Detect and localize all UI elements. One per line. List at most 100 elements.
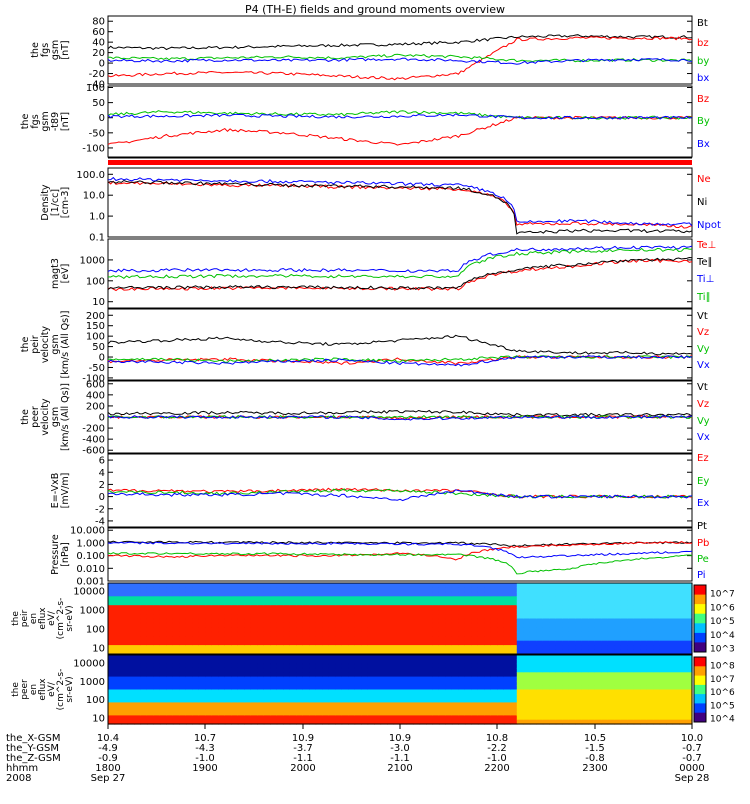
spectrogram-cell [588, 605, 596, 611]
spectrogram-cell [601, 587, 609, 593]
spectrogram-cell [529, 636, 537, 642]
spectrogram-cell [438, 622, 446, 628]
spectrogram-cell [198, 631, 206, 637]
spectrogram-cell [640, 689, 648, 695]
spectrogram-cell [121, 719, 129, 725]
spectrogram-cell [659, 680, 667, 686]
spectrogram-cell [296, 591, 304, 597]
spectrogram-cell [588, 702, 596, 708]
spectrogram-cell [601, 618, 609, 624]
spectrogram-cell [335, 685, 343, 691]
spectrogram-cell [568, 640, 576, 646]
spectrogram-cell [361, 627, 369, 633]
spectrogram-cell [555, 711, 563, 716]
spectrogram-cell [127, 583, 135, 588]
legend-entry: Vz [697, 327, 709, 338]
spectrogram-cell [653, 614, 661, 620]
spectrogram-cell [387, 672, 395, 678]
spectrogram-cell [127, 622, 135, 628]
legend-entry: Pt [697, 521, 707, 532]
spectrogram-cell [263, 636, 271, 642]
spectrogram-cell [666, 591, 674, 597]
spectrogram-cell [523, 715, 531, 721]
spectrogram-cell [679, 706, 687, 712]
spectrogram-cell [464, 587, 472, 593]
spectrogram-cell [451, 587, 459, 593]
spectrogram-cell [283, 591, 291, 597]
spectrogram-cell [211, 587, 219, 593]
spectrogram-cell [237, 663, 245, 669]
spectrogram-cell [640, 680, 648, 686]
spectrogram-cell [231, 655, 239, 660]
y-axis-label: the [20, 114, 31, 130]
spectrogram-cell [555, 663, 563, 669]
x-tick-label: -1.0 [487, 753, 507, 764]
spectrogram-cell [140, 693, 148, 699]
spectrogram-cell [276, 583, 284, 588]
spectrogram-cell [477, 663, 485, 669]
spectrogram-cell [601, 719, 609, 725]
spectrogram-cell [250, 596, 258, 602]
spectrogram-cell [114, 698, 122, 703]
spectrogram-cell [477, 667, 485, 673]
spectrogram-cell [302, 672, 310, 678]
spectrogram-cell [322, 583, 330, 588]
spectrogram-cell [490, 591, 498, 597]
spectrogram-cell [413, 693, 421, 699]
spectrogram-cell [445, 587, 453, 593]
spectrogram-cell [283, 711, 291, 716]
spectrogram-cell [627, 698, 635, 703]
spectrogram-cell [400, 672, 408, 678]
spectrogram-cell [257, 614, 265, 620]
spectrogram-cell [419, 667, 427, 673]
spectrogram-cell [263, 659, 271, 665]
spectrogram-cell [497, 689, 505, 695]
spectrogram-cell [633, 627, 641, 633]
spectrogram-cell [341, 591, 349, 597]
spectrogram-cell [198, 702, 206, 708]
spectrogram-cell [653, 618, 661, 624]
spectrogram-cell [445, 649, 453, 655]
spectrogram-cell [134, 587, 142, 593]
spectrogram-cell [237, 640, 245, 646]
spectrogram-cell [464, 618, 472, 624]
spectrogram-cell [172, 649, 180, 655]
spectrogram-cell [121, 627, 129, 633]
spectrogram-cell [205, 680, 213, 686]
spectrogram-cell [438, 672, 446, 678]
spectrogram-cell [354, 706, 362, 712]
spectrogram-cell [594, 618, 602, 624]
spectrogram-cell [134, 645, 142, 651]
spectrogram-cell [497, 676, 505, 682]
spectrogram-cell [166, 715, 174, 721]
spectrogram-cell [302, 605, 310, 611]
spectrogram-cell [309, 605, 317, 611]
spectrogram-cell [296, 672, 304, 678]
spectrogram-cell [646, 627, 654, 633]
spectrogram-cell [432, 698, 440, 703]
spectrogram-cell [659, 649, 667, 655]
spectrogram-cell [224, 702, 232, 708]
y-tick-label: 0.010 [76, 564, 105, 575]
spectrogram-cell [387, 655, 395, 660]
spectrogram-cell [315, 663, 323, 669]
spectrogram-cell [166, 609, 174, 615]
spectrogram-cell [672, 649, 680, 655]
spectrogram-cell [653, 605, 661, 611]
spectrogram-cell [205, 711, 213, 716]
spectrogram-cell [218, 596, 226, 602]
spectrogram-cell [477, 719, 485, 725]
spectrogram-cell [185, 631, 193, 637]
spectrogram-cell [224, 689, 232, 695]
spectrogram-cell [250, 702, 258, 708]
spectrogram-cell [127, 719, 135, 725]
spectrogram-cell [516, 605, 524, 611]
spectrogram-cell [413, 596, 421, 602]
spectrogram-cell [555, 693, 563, 699]
spectrogram-cell [341, 640, 349, 646]
spectrogram-cell [555, 596, 563, 602]
spectrogram-cell [270, 672, 278, 678]
spectrogram-cell [231, 659, 239, 665]
spectrogram-cell [679, 614, 687, 620]
spectrogram-cell [594, 711, 602, 716]
